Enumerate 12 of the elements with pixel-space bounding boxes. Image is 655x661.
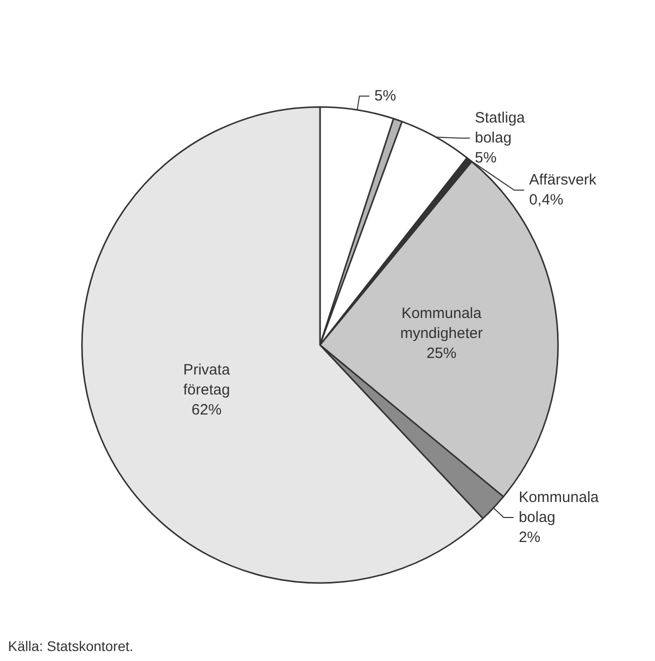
slice-label: Affärsverk — [529, 172, 597, 189]
data-label: 5% — [374, 88, 396, 105]
data-label: 5% — [474, 150, 497, 167]
text: Källa: Statskontoret. — [8, 638, 134, 654]
data-label: 62% — [192, 401, 222, 418]
data-label: 2% — [518, 529, 540, 546]
data-label: 25% — [426, 345, 456, 362]
slice-label: Privata företag — [183, 361, 231, 398]
slice-label: Statliga bolag — [474, 110, 526, 147]
data-label: 0,4% — [529, 192, 564, 209]
slice-label: Kommunala myndigheter — [400, 305, 483, 342]
slice-label: Kommunala bolag — [518, 489, 600, 526]
